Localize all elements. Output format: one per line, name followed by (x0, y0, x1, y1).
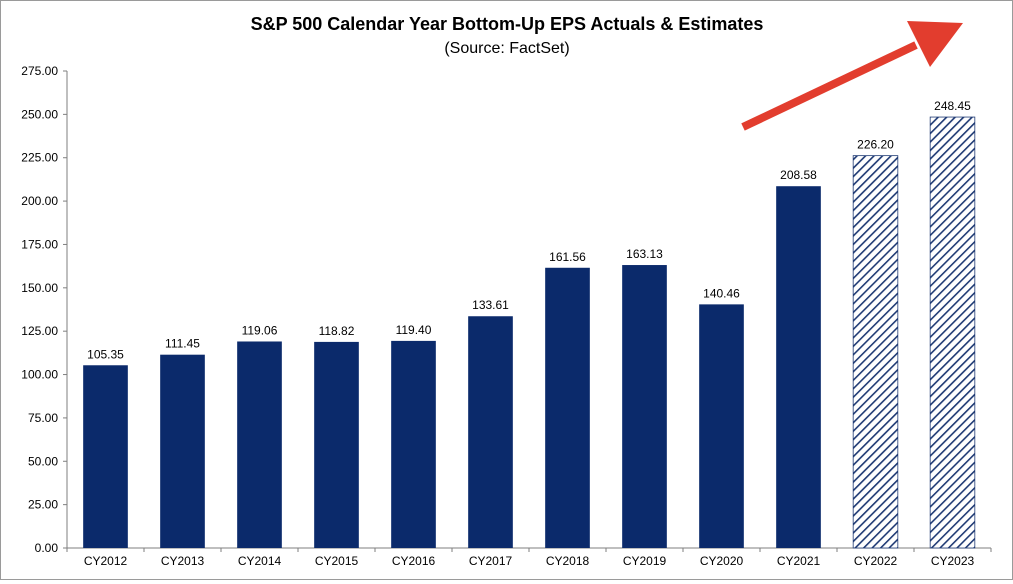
y-tick-label: 50.00 (28, 454, 58, 468)
bar-value-label: 163.13 (626, 247, 663, 261)
x-tick-label: CY2013 (161, 554, 205, 568)
actual-bar (391, 340, 436, 548)
x-tick-label: CY2015 (315, 554, 359, 568)
actual-bar (776, 186, 821, 549)
trend-arrow-shaft (741, 41, 918, 131)
actual-bar (314, 341, 359, 548)
trend-arrow-head (907, 21, 963, 67)
bar-value-label: 161.56 (549, 250, 586, 264)
value-labels: 105.35 111.45 119.06 118.82 119.40 133.61 161.… (87, 99, 971, 361)
bar-value-label: 119.40 (396, 323, 432, 337)
y-tick-label: 25.00 (28, 498, 58, 512)
bar-value-label: 119.06 (242, 323, 278, 337)
y-tick-label: 125.00 (21, 324, 58, 338)
bar-value-label: 118.82 (319, 324, 355, 338)
estimate-bar (852, 155, 899, 549)
y-tick-label: 275.00 (21, 64, 58, 78)
x-tick-label: CY2020 (700, 554, 744, 568)
x-axis: CY2012 CY2013 CY2014 CY2015 CY2016 CY2017 CY20… (66, 547, 992, 568)
y-tick-label: 250.00 (21, 107, 58, 121)
x-tick-label: CY2021 (777, 554, 821, 568)
y-tick-label: 100.00 (21, 368, 58, 382)
actual-bar (237, 341, 282, 548)
bar-value-label: 140.46 (703, 286, 740, 300)
actual-bar (468, 316, 513, 548)
actual-bar (622, 265, 667, 548)
actual-bar (545, 267, 590, 548)
y-tick-label: 150.00 (21, 281, 58, 295)
y-tick-label: 0.00 (35, 541, 59, 555)
bars (83, 116, 976, 549)
x-tick-label: CY2016 (392, 554, 436, 568)
y-axis: 0.00 25.00 50.00 75.00 100.00 125.00 150.00 175… (21, 64, 68, 555)
x-tick-label: CY2012 (84, 554, 128, 568)
estimate-bar (929, 116, 976, 549)
bar-value-label: 248.45 (934, 99, 971, 113)
x-tick-label: CY2018 (546, 554, 590, 568)
y-tick-label: 200.00 (21, 194, 58, 208)
actual-bar (83, 365, 128, 548)
actual-bar (699, 304, 744, 548)
y-tick-label: 225.00 (21, 151, 58, 165)
bar-value-label: 208.58 (780, 168, 817, 182)
bar-value-label: 133.61 (472, 298, 509, 312)
trend-arrow-annotation (741, 21, 963, 131)
x-tick-label: CY2017 (469, 554, 513, 568)
x-tick-label: CY2022 (854, 554, 898, 568)
bar-value-label: 105.35 (87, 347, 124, 361)
y-tick-label: 175.00 (21, 237, 58, 251)
bar-value-label: 111.45 (165, 337, 200, 351)
chart-title: S&P 500 Calendar Year Bottom-Up EPS Actu… (251, 14, 764, 34)
chart-subtitle: (Source: FactSet) (444, 40, 569, 57)
x-tick-label: CY2014 (238, 554, 282, 568)
x-tick-label: CY2023 (931, 554, 975, 568)
y-tick-label: 75.00 (28, 411, 58, 425)
x-tick-label: CY2019 (623, 554, 667, 568)
actual-bar (160, 354, 205, 548)
bar-value-label: 226.20 (857, 138, 894, 152)
